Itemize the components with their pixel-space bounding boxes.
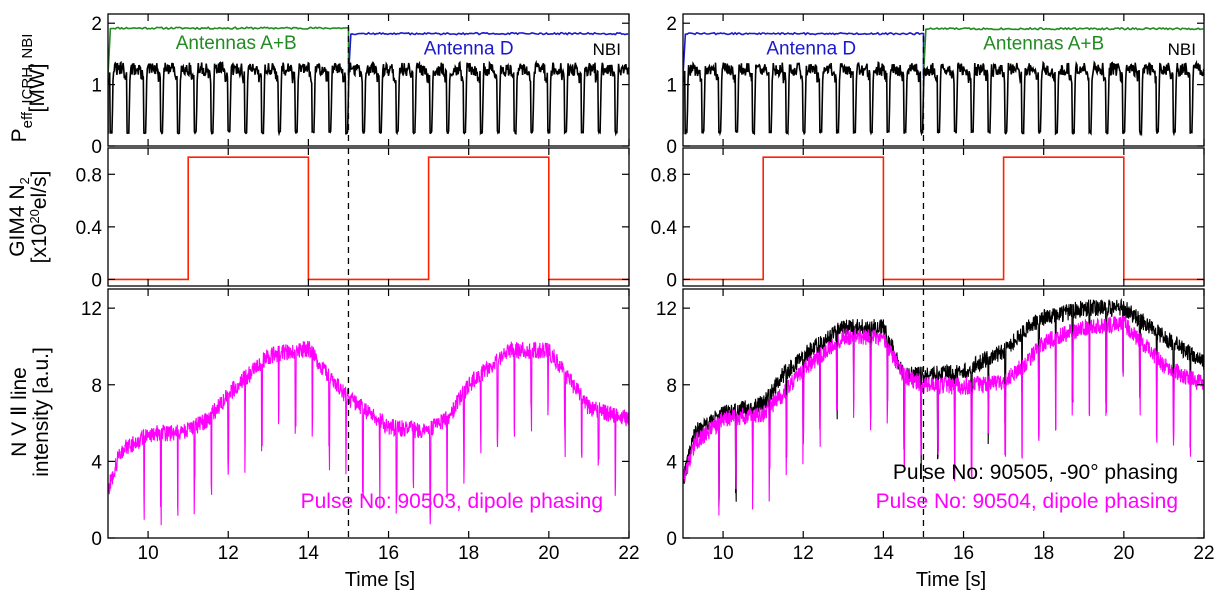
right-nv-xtick-label-6: 22 bbox=[1193, 543, 1214, 564]
right-nv-xtick-label-4: 18 bbox=[1033, 543, 1054, 564]
right-nv-xtick-label-5: 20 bbox=[1113, 543, 1134, 564]
power-ylabel-sub: eff. ICRH, NBI bbox=[19, 34, 36, 129]
left-nv-xtick-label-2: 14 bbox=[298, 543, 320, 564]
left-nv-xtick-label-6: 22 bbox=[618, 543, 639, 564]
svg-text:Peff. ICRH, NBI: Peff. ICRH, NBI bbox=[8, 34, 36, 143]
gas-ylabel-unit-b: el/s] bbox=[28, 171, 51, 210]
left-nv-ytick-label-1: 4 bbox=[91, 452, 102, 473]
left-nv-xtick-label-5: 20 bbox=[538, 543, 559, 564]
left-power-ytick-label-2: 2 bbox=[91, 14, 102, 35]
right-nv-legend-1: Pulse No: 90504, dipole phasing bbox=[876, 490, 1178, 513]
gas-ylabel-sub: 2 bbox=[17, 177, 32, 184]
right-gas-series-0-line bbox=[683, 156, 1204, 281]
gas-ylabel-main: GIM4 N bbox=[6, 184, 29, 256]
left-nv-legend-0: Pulse No: 90503, dipole phasing bbox=[301, 490, 603, 513]
right-power-frame bbox=[682, 13, 1205, 147]
right-nv-ytick-label-2: 8 bbox=[666, 376, 677, 397]
left-gas-frame bbox=[107, 147, 630, 287]
panel-left-nv: 0 4 8 12 10 12 14 16 18 20 22 Pulse No: 90503, dipo… bbox=[81, 288, 640, 564]
left-nv-xtick-label-3: 16 bbox=[378, 543, 399, 564]
left-gas-ytick-label-2: 0.8 bbox=[76, 165, 102, 186]
right-gas-frame bbox=[682, 147, 1205, 287]
left-nv-ytick-label-3: 12 bbox=[81, 299, 102, 320]
right-power-ytick-label-0: 0 bbox=[666, 137, 677, 158]
left-nv-data bbox=[108, 340, 629, 526]
left-power-data bbox=[108, 26, 629, 137]
gas-ylabel-unit-exp: 20 bbox=[27, 209, 42, 223]
right-nv-xtick-label-3: 16 bbox=[953, 543, 974, 564]
left-power-series-0-line bbox=[108, 26, 350, 79]
right-nv-frame bbox=[682, 288, 1205, 539]
power-ylabel-p: P bbox=[8, 128, 31, 142]
left-power-label-0: Antennas A+B bbox=[176, 33, 297, 54]
right-gas-data bbox=[683, 156, 1204, 281]
left-nv-ytick-label-0: 0 bbox=[91, 529, 102, 550]
left-nv-frame bbox=[107, 288, 630, 539]
panel-right-nv: 0 4 8 12 10 12 14 16 18 20 22 Pulse No: 90505, -90°… bbox=[656, 288, 1215, 564]
right-gas-ytick-label-2: 0.8 bbox=[651, 165, 677, 186]
power-ylabel-unit: [MW] bbox=[26, 64, 49, 113]
right-nv-xtick-label-1: 12 bbox=[793, 543, 814, 564]
nv-ylabel-line1: N V Ⅱ line bbox=[8, 367, 31, 457]
right-nv-xtick-label-2: 14 bbox=[873, 543, 895, 564]
right-power-label-2: NBI bbox=[1168, 40, 1196, 59]
panel-right-power: 0 1 2 Antenna D Antennas A+B NBI bbox=[666, 13, 1205, 158]
left-power-label-2: NBI bbox=[593, 40, 621, 59]
right-nv-legend-0: Pulse No: 90505, -90° phasing bbox=[893, 461, 1178, 484]
left-power-series-1-line bbox=[347, 31, 629, 76]
right-gas-ytick-label-0: 0 bbox=[666, 270, 677, 291]
right-power-series-0-line bbox=[683, 31, 925, 79]
left-gas-series-0-line bbox=[108, 156, 629, 281]
right-gas-ytick-label-1: 0.4 bbox=[651, 218, 678, 239]
left-power-frame bbox=[107, 13, 630, 147]
right-nv-data bbox=[683, 298, 1204, 516]
left-nv-series-0-line bbox=[108, 340, 629, 526]
right-power-series-2-line bbox=[683, 59, 1204, 137]
right-power-label-1: Antennas A+B bbox=[983, 34, 1104, 55]
gas-ylabel: GIM4 N2 bbox=[6, 177, 32, 257]
left-nv-xtick-label-1: 12 bbox=[218, 543, 239, 564]
right-nv-ytick-label-1: 4 bbox=[666, 452, 677, 473]
panel-right-gas: 0 0.4 0.8 bbox=[651, 147, 1205, 291]
right-power-series-1-line bbox=[922, 26, 1204, 76]
left-gas-ytick-label-0: 0 bbox=[91, 270, 102, 291]
right-power-data bbox=[683, 26, 1204, 137]
left-power-ytick-label-1: 1 bbox=[91, 76, 102, 97]
right-power-ytick-label-1: 1 bbox=[666, 76, 677, 97]
left-gas-data bbox=[108, 156, 629, 281]
power-ylabel: Peff. ICRH, NBI bbox=[8, 34, 36, 143]
left-power-ytick-label-0: 0 bbox=[91, 137, 102, 158]
nv-ylabel-line2: intensity [a.u.] bbox=[30, 347, 53, 477]
left-nv-ytick-label-2: 8 bbox=[91, 376, 102, 397]
right-nv-series-1-line bbox=[683, 315, 1204, 516]
left-gas-ytick-label-1: 0.4 bbox=[76, 218, 103, 239]
panel-left-power: 0 1 2 Antennas A+B Antenna D NBI bbox=[91, 13, 630, 158]
left-xlabel: Time [s] bbox=[345, 569, 415, 591]
left-nv-xtick-label-0: 10 bbox=[138, 543, 159, 564]
right-nv-ytick-label-0: 0 bbox=[666, 529, 677, 550]
left-power-label-1: Antenna D bbox=[424, 39, 514, 60]
panel-left-gas: 0 0.4 0.8 bbox=[76, 147, 630, 291]
right-power-ytick-label-2: 2 bbox=[666, 14, 677, 35]
left-nv-xtick-label-4: 18 bbox=[458, 543, 479, 564]
gas-ylabel-unit: [x1020el/s] bbox=[27, 171, 51, 264]
left-power-series-2-line bbox=[108, 59, 629, 137]
right-xlabel: Time [s] bbox=[916, 569, 986, 591]
right-nv-ytick-label-3: 12 bbox=[656, 299, 677, 320]
gas-ylabel-unit-a: [x10 bbox=[28, 224, 51, 264]
right-power-label-0: Antenna D bbox=[766, 39, 856, 60]
right-nv-xtick-label-0: 10 bbox=[713, 543, 734, 564]
